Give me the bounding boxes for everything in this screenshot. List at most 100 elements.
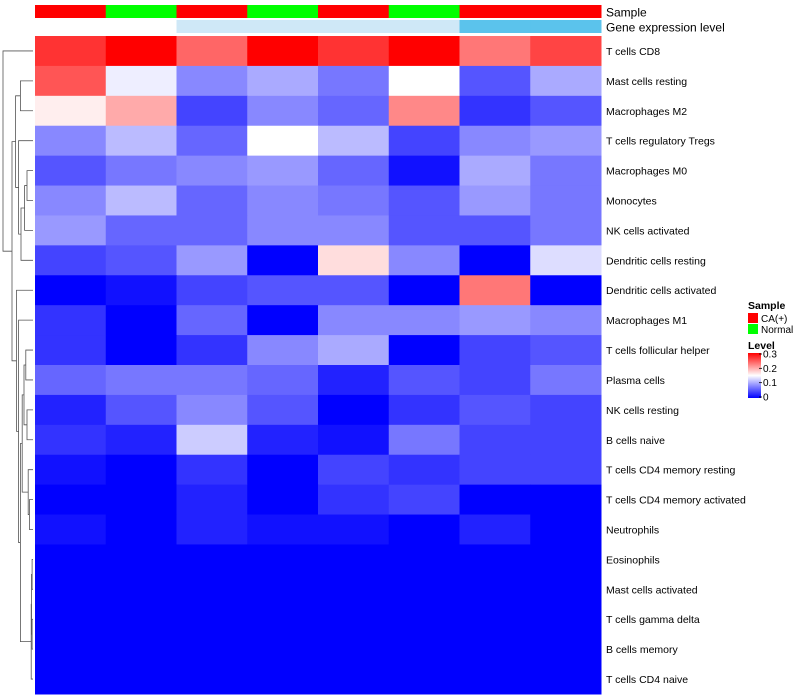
legend-level-title: Level: [748, 340, 775, 352]
heatmap-cell: [105, 484, 177, 516]
heatmap-cell: [530, 305, 602, 336]
legend-sample-title: Sample: [748, 300, 786, 312]
heatmap-cell: [105, 424, 177, 456]
heatmap-cell: [176, 95, 248, 127]
heatmap-cell: [318, 484, 390, 516]
heatmap-cell: [459, 245, 531, 276]
heatmap-cell: [318, 185, 390, 216]
heatmap-cell: [247, 514, 319, 545]
heatmap-cell: [318, 36, 390, 67]
heatmap-cell: [388, 65, 460, 97]
heatmap-cell: [105, 305, 177, 336]
dendrogram-branch: [15, 95, 21, 188]
heatmap-cell: [318, 155, 390, 187]
heatmap-cell: [318, 424, 390, 456]
heatmap-cell: [35, 335, 107, 366]
heatmap-cell: [388, 155, 460, 187]
heatmap-cell: [459, 275, 531, 306]
heatmap-cell: [35, 245, 107, 276]
legend-level-tick-label: 0.2: [763, 364, 777, 375]
heatmap-cell: [459, 95, 531, 127]
heatmap-cell: [530, 335, 602, 366]
heatmap-cell: [105, 365, 177, 396]
annotation-cell: [459, 20, 531, 33]
heatmap-cell: [318, 125, 390, 157]
heatmap-cell: [247, 484, 319, 516]
dendrogram-branch: [20, 80, 33, 112]
heatmap-cell: [388, 335, 460, 366]
heatmap-cell: [35, 514, 107, 545]
heatmap-cell: [388, 215, 460, 246]
heatmap-cell: [105, 634, 177, 665]
heatmap-cell: [388, 125, 460, 157]
dendrogram-branch: [26, 170, 33, 201]
heatmap-cell: [105, 604, 177, 635]
annotation-cell: [530, 5, 602, 18]
heatmap-cell: [388, 95, 460, 127]
heatmap-cell: [176, 275, 248, 306]
heatmap-cell: [530, 65, 602, 97]
heatmap-cell: [105, 36, 177, 67]
legend-level-colorbar: [748, 353, 761, 398]
heatmap-cell: [388, 604, 460, 635]
legend-level-tick-label: 0.3: [763, 350, 777, 361]
heatmap-cell: [388, 544, 460, 575]
row-label: Eosinophils: [606, 554, 660, 566]
heatmap-cell: [35, 305, 107, 336]
legend-level-tick-label: 0.1: [763, 378, 777, 389]
heatmap-cell: [176, 185, 248, 216]
legend-sample-swatch: [748, 324, 758, 334]
heatmap-cell: [459, 544, 531, 575]
heatmap-cell: [388, 185, 460, 216]
heatmap-cell: [105, 544, 177, 575]
heatmap-cell: [318, 664, 390, 695]
row-labels: T cells CD8 Mast cells resting Macrophages…: [606, 46, 746, 686]
heatmap-cell: [530, 544, 602, 575]
heatmap-cell: [176, 125, 248, 157]
heatmap-cell: [459, 574, 531, 605]
heatmap-cell: [530, 275, 602, 306]
heatmap-cell: [459, 155, 531, 187]
heatmap-cell: [247, 335, 319, 366]
dendrogram-branch: [27, 469, 33, 515]
heatmap-cell: [318, 514, 390, 545]
heatmap-cell: [105, 664, 177, 695]
annotation-cell: [35, 20, 107, 33]
heatmap-cell: [530, 155, 602, 187]
heatmap-cell: [35, 215, 107, 246]
row-label: NK cells resting: [606, 405, 679, 417]
heatmap-cell: [247, 454, 319, 486]
annotation-cell: [388, 5, 460, 18]
row-label: T cells follicular helper: [606, 345, 710, 357]
heatmap-cell: [459, 634, 531, 665]
heatmap-cell: [35, 65, 107, 97]
heatmap-cell: [530, 394, 602, 426]
heatmap-cell: [388, 275, 460, 306]
row-label: Mast cells resting: [606, 76, 687, 88]
heatmap-cell: [530, 365, 602, 396]
row-label: Dendritic cells resting: [606, 255, 706, 267]
heatmap-cell: [247, 574, 319, 605]
heatmap-cell: [388, 664, 460, 695]
heatmap-cell: [459, 215, 531, 246]
row-label: T cells regulatory Tregs: [606, 136, 715, 148]
heatmap-cell: [318, 634, 390, 665]
heatmap-cell: [176, 574, 248, 605]
heatmap-cell: [247, 634, 319, 665]
heatmap-cell: [388, 514, 460, 545]
heatmap-cell: [318, 275, 390, 306]
heatmap-cell: [35, 394, 107, 426]
heatmap-cell: [318, 574, 390, 605]
heatmap-cell: [176, 65, 248, 97]
heatmap-cell: [530, 604, 602, 635]
heatmap-cell: [247, 36, 319, 67]
row-label: T cells gamma delta: [606, 614, 700, 626]
heatmap-cell: [388, 424, 460, 456]
heatmap-cell: [388, 484, 460, 516]
heatmap-cell: [105, 514, 177, 545]
heatmap-cell: [105, 65, 177, 97]
heatmap-cell: [388, 634, 460, 665]
annotation-tracks: [35, 5, 602, 33]
